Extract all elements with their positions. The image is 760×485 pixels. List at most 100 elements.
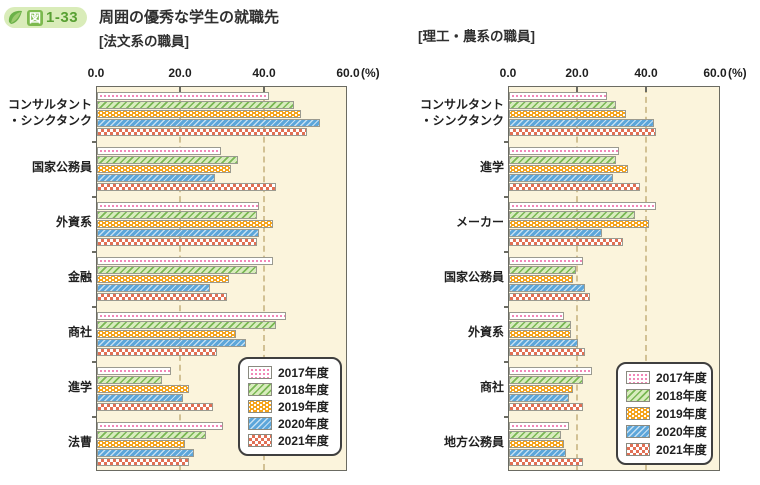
bar-2021年度 xyxy=(97,238,257,246)
bar-2019年度 xyxy=(509,110,627,118)
badge-number: 1-33 xyxy=(46,9,79,26)
bar-2020年度 xyxy=(509,119,654,127)
bar-2019年度 xyxy=(509,275,573,283)
gridline xyxy=(263,87,265,470)
bar-2019年度 xyxy=(97,220,274,228)
legend-label: 2018年度 xyxy=(278,383,329,397)
bar-2019年度 xyxy=(509,165,629,173)
axis-tick xyxy=(576,87,578,92)
bar-2018年度 xyxy=(509,376,584,384)
legend-swatch xyxy=(626,442,650,456)
bar-2018年度 xyxy=(97,376,163,384)
category-label: 外資系 xyxy=(467,325,504,340)
bar-2017年度 xyxy=(509,367,592,375)
bar-2017年度 xyxy=(509,147,620,155)
chart-subtitle: [理工・農系の職員] xyxy=(418,29,535,44)
legend-label: 2020年度 xyxy=(656,424,707,439)
chart-subtitle: [法文系の職員] xyxy=(99,34,189,49)
axis-tick xyxy=(179,87,181,92)
category-label: 商社 xyxy=(479,380,504,395)
bar-2020年度 xyxy=(97,119,320,127)
bar-2019年度 xyxy=(97,110,301,118)
axis-tick xyxy=(504,196,508,198)
legend-item: 2021年度 xyxy=(626,441,707,458)
legend-swatch xyxy=(248,366,272,379)
bar-2017年度 xyxy=(509,257,584,265)
bar-2019年度 xyxy=(509,385,573,393)
x-axis-tick-label: 40.0 xyxy=(252,66,276,80)
x-axis-tick-label: 0.0 xyxy=(499,66,517,80)
gridline xyxy=(576,87,578,470)
bar-2017年度 xyxy=(97,202,259,210)
bar-2021年度 xyxy=(97,458,190,466)
bar-2020年度 xyxy=(509,449,566,457)
legend-item: 2019年度 xyxy=(626,405,707,422)
axis-tick xyxy=(504,361,508,363)
category-label: コンサルタント ・シンクタンク xyxy=(7,97,92,127)
legend-item: 2020年度 xyxy=(626,423,707,440)
bar-2018年度 xyxy=(97,156,238,164)
plot-area xyxy=(96,86,347,471)
x-axis-unit-label: (%) xyxy=(361,66,380,80)
bar-2019年度 xyxy=(97,165,232,173)
legend-item: 2020年度 xyxy=(248,415,332,432)
legend-swatch xyxy=(248,383,272,396)
bar-2018年度 xyxy=(509,101,616,109)
bar-2021年度 xyxy=(509,403,584,411)
category-label: 国家公務員 xyxy=(443,270,504,285)
category-label: 法曹 xyxy=(67,435,92,450)
bar-2018年度 xyxy=(509,156,616,164)
bar-2018年度 xyxy=(97,266,257,274)
bar-2017年度 xyxy=(97,312,286,320)
bar-2021年度 xyxy=(509,293,591,301)
bar-2020年度 xyxy=(509,339,578,347)
bar-2021年度 xyxy=(97,348,217,356)
legend-swatch xyxy=(626,406,650,420)
axis-tick xyxy=(92,416,96,418)
bar-2020年度 xyxy=(97,174,215,182)
bar-2021年度 xyxy=(509,458,584,466)
category-label: 金融 xyxy=(67,270,92,285)
axis-tick xyxy=(263,87,265,92)
bar-2020年度 xyxy=(97,339,247,347)
legend-item: 2018年度 xyxy=(626,387,707,404)
bar-2021年度 xyxy=(509,348,585,356)
bar-2019年度 xyxy=(97,440,186,448)
bar-2020年度 xyxy=(509,284,585,292)
axis-tick xyxy=(92,196,96,198)
category-label: 商社 xyxy=(67,325,92,340)
bar-2017年度 xyxy=(97,257,274,265)
legend-swatch xyxy=(248,417,272,430)
bar-2020年度 xyxy=(97,394,184,402)
bar-2020年度 xyxy=(97,284,211,292)
category-label: 進学 xyxy=(67,380,92,395)
leaf-icon xyxy=(8,10,22,24)
bar-2019年度 xyxy=(97,385,190,393)
category-label: 進学 xyxy=(479,160,504,175)
legend-label: 2021年度 xyxy=(278,434,329,448)
bar-2018年度 xyxy=(97,101,295,109)
category-label: メーカー xyxy=(455,215,504,230)
bar-2021年度 xyxy=(509,183,641,191)
axis-tick xyxy=(504,141,508,143)
x-axis-tick-label: 0.0 xyxy=(87,66,105,80)
bar-2017年度 xyxy=(509,202,656,210)
bar-2021年度 xyxy=(97,293,228,301)
bar-2017年度 xyxy=(97,147,221,155)
bar-2020年度 xyxy=(509,394,570,402)
axis-tick xyxy=(645,87,647,92)
x-axis-tick-label: 20.0 xyxy=(565,66,589,80)
legend-swatch xyxy=(626,389,650,403)
bar-2019年度 xyxy=(509,220,649,228)
legend: 2017年度 2018年度 2019年度 2020年度 2021年度 xyxy=(238,357,342,456)
x-axis-tick-label: 60.0 xyxy=(336,66,360,80)
legend-label: 2020年度 xyxy=(278,417,329,431)
x-axis-tick-label: 40.0 xyxy=(634,66,658,80)
legend-item: 2021年度 xyxy=(248,432,332,449)
legend-label: 2017年度 xyxy=(278,366,329,380)
page-title: 周囲の優秀な学生の就職先 xyxy=(99,9,280,26)
bar-2020年度 xyxy=(509,229,603,237)
bar-2021年度 xyxy=(97,403,213,411)
legend-label: 2019年度 xyxy=(278,400,329,414)
bar-2018年度 xyxy=(509,321,572,329)
